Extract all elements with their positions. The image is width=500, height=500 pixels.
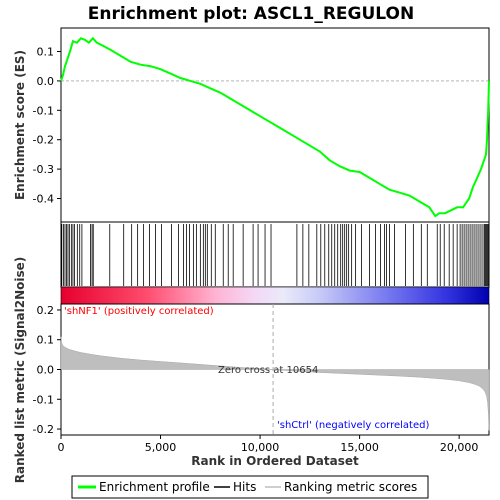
x-axis: 0 5,000 10,000 15,000 20,000: [58, 435, 479, 454]
es-y-tick-label: -0.4: [33, 192, 54, 205]
x-tick-label: 20,000: [440, 441, 479, 454]
chart-title: Enrichment plot: ASCL1_REGULON: [88, 4, 414, 24]
hits-panel-frame: [60, 221, 490, 288]
x-tick-label: 5,000: [145, 441, 177, 454]
enrichment-profile-line: [60, 36, 490, 218]
metric-y-axis: 0.2 0.1 0.0 -0.1 -0.2: [33, 304, 61, 436]
metric-y-axis-label: Ranked list metric (Signal2Noise): [13, 257, 27, 484]
legend: Enrichment profile Hits Ranking metric s…: [71, 475, 429, 499]
x-tick-label: 10,000: [241, 441, 280, 454]
es-y-axis: 0.1 0.0 -0.1 -0.2 -0.3 -0.4: [33, 46, 61, 205]
legend-hits-label: Hits: [233, 480, 256, 494]
x-tick-label: 0: [58, 441, 65, 454]
metric-y-tick-label: 0.1: [37, 334, 55, 347]
metric-y-tick-label: -0.2: [33, 423, 54, 436]
negative-correlation-label: 'shCtrl' (negatively correlated): [277, 420, 429, 431]
ranking-metric-area: [60, 336, 490, 431]
es-y-tick-label: -0.2: [33, 134, 54, 147]
metric-y-tick-label: -0.1: [33, 393, 54, 406]
hits-marks: [61, 224, 489, 286]
rank-color-bar: [60, 286, 490, 305]
es-y-tick-label: 0.1: [37, 46, 55, 59]
metric-y-tick-label: 0.0: [37, 364, 55, 377]
es-y-axis-label: Enrichment score (ES): [13, 50, 27, 200]
legend-metric-label: Ranking metric scores: [284, 480, 417, 494]
legend-profile-label: Enrichment profile: [99, 480, 210, 494]
positive-correlation-label: 'shNF1' (positively correlated): [64, 306, 214, 317]
metric-y-tick-label: 0.2: [37, 304, 55, 317]
zero-cross-label: Zero cross at 10654: [218, 365, 318, 376]
es-y-tick-label: 0.0: [37, 75, 55, 88]
x-axis-label: Rank in Ordered Dataset: [191, 454, 359, 468]
es-y-tick-label: -0.3: [33, 163, 54, 176]
legend-box: [71, 475, 429, 499]
x-tick-label: 15,000: [340, 441, 379, 454]
es-y-tick-label: -0.1: [33, 104, 54, 117]
